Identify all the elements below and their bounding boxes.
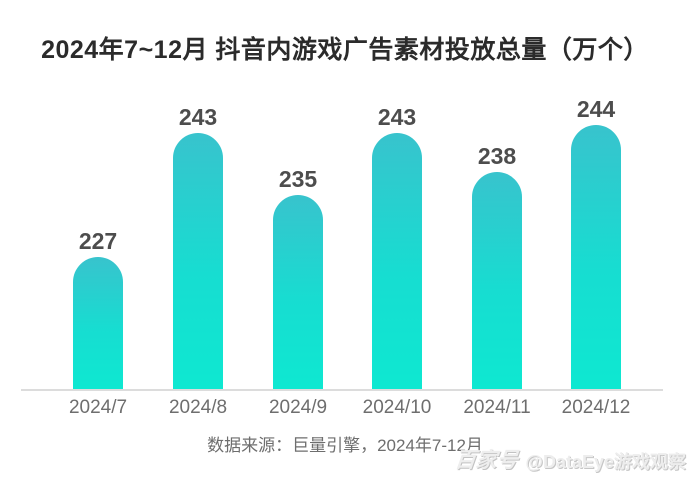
x-axis-line — [21, 389, 663, 391]
x-axis-label: 2024/8 — [168, 397, 228, 418]
bar — [372, 133, 422, 389]
bar-value-label: 235 — [278, 166, 318, 192]
bar — [472, 172, 522, 389]
source-note: 数据来源：巨量引擎，2024年7-12月 — [207, 436, 483, 455]
bar-value-label: 238 — [477, 143, 517, 169]
x-axis-label: 2024/7 — [68, 397, 128, 418]
bar — [273, 195, 323, 389]
x-axis-label: 2024/10 — [362, 397, 432, 418]
chart-title: 2024年7~12月 抖音内游戏广告素材投放总量（万个） — [41, 36, 649, 64]
bar — [73, 257, 123, 389]
x-axis-label: 2024/12 — [561, 397, 631, 418]
bar-value-label: 243 — [178, 104, 218, 130]
bar-value-label: 227 — [78, 228, 118, 254]
bar — [571, 125, 621, 389]
watermark: 百家号 @DataEye游戏观察 — [454, 444, 686, 474]
bar-value-label: 243 — [377, 104, 417, 130]
bar-value-label: 244 — [576, 96, 616, 122]
watermark-account: @DataEye游戏观察 — [525, 452, 686, 472]
watermark-logo: 百家号 — [454, 449, 520, 472]
x-axis-label: 2024/11 — [463, 397, 531, 418]
bar — [173, 133, 223, 389]
x-axis-label: 2024/9 — [268, 397, 328, 418]
